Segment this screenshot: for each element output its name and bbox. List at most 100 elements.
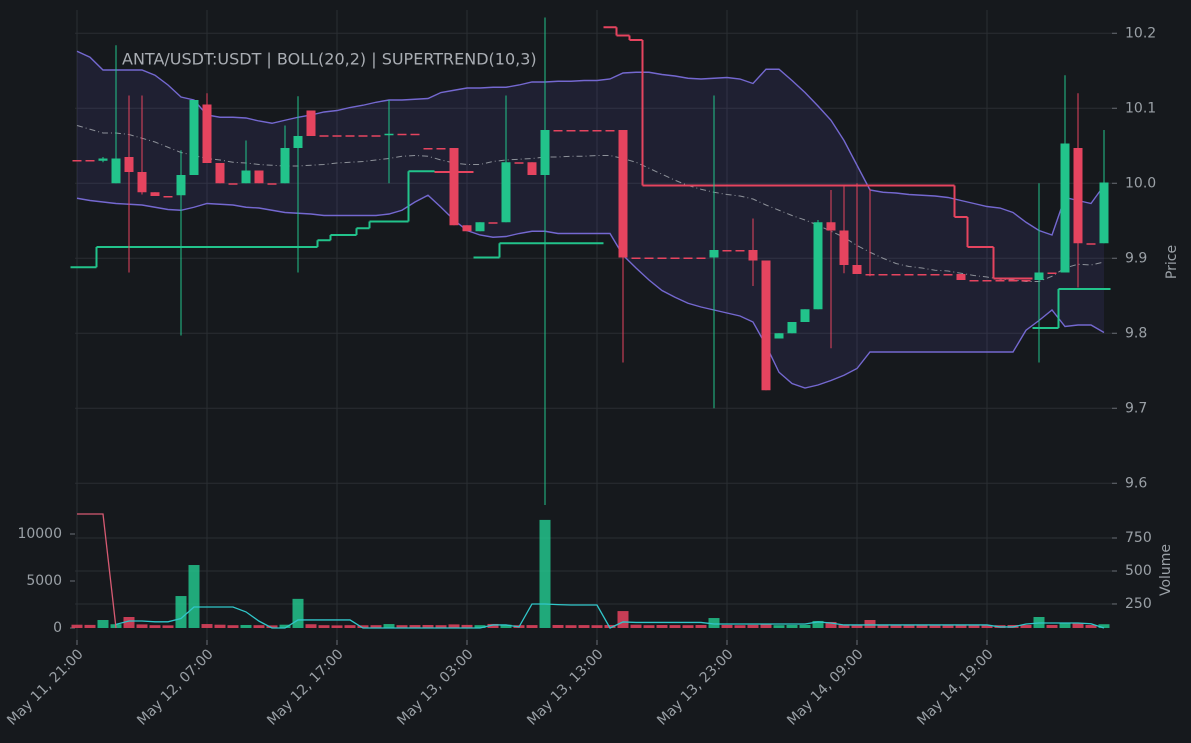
volume-bar — [929, 624, 941, 628]
volume-bar — [851, 624, 863, 628]
candle-body — [1008, 280, 1018, 282]
candle-body — [696, 257, 706, 259]
candle-body — [358, 135, 368, 137]
band-line — [76, 50, 1105, 236]
volume-bar — [968, 624, 980, 628]
chart-title: ANTA/USDT:USDT | BOLL(20,2) | SUPERTREND… — [122, 50, 537, 69]
volume-bar — [539, 519, 551, 628]
candle-body — [345, 135, 355, 137]
candle-body — [332, 135, 342, 137]
y-tick-label: 9.9 — [1125, 250, 1147, 266]
candle-body — [98, 158, 108, 161]
candle-body — [423, 148, 433, 150]
candle-body — [189, 100, 199, 175]
volume-bar — [682, 625, 694, 628]
candle-body — [254, 170, 264, 184]
candle-body — [449, 148, 459, 226]
volume-bar — [370, 625, 382, 628]
volume-bar — [838, 624, 850, 628]
candle-body — [878, 274, 888, 276]
candle-body — [982, 280, 992, 282]
volume-bar — [1085, 624, 1097, 628]
candle-body — [748, 250, 758, 261]
candle-body — [709, 250, 719, 258]
candle-body — [280, 148, 290, 184]
volume-bar — [253, 625, 265, 628]
volume-bar — [1098, 624, 1110, 628]
volume-bar — [942, 625, 954, 628]
candle-body — [462, 225, 472, 232]
volume-bar — [344, 625, 356, 628]
volume-bar — [721, 624, 733, 628]
y-tick-label: 0 — [53, 620, 62, 636]
candle-body — [514, 162, 524, 164]
volume-bar — [578, 625, 590, 628]
candle-body — [943, 274, 953, 276]
candle-body — [813, 222, 823, 310]
candle-body — [657, 257, 667, 259]
candle-body — [1073, 148, 1083, 244]
candle-body — [735, 250, 745, 252]
y-tick-label: 10.1 — [1125, 100, 1156, 116]
volume-bar — [97, 620, 109, 628]
volume-bar — [487, 623, 499, 628]
y-tick-label: 10.0 — [1125, 175, 1156, 191]
candle-body — [852, 265, 862, 274]
volume-bar — [149, 625, 161, 628]
y-tick-label: 250 — [1125, 596, 1152, 612]
candle-body — [930, 274, 940, 276]
candle-body — [501, 162, 511, 223]
candle-body — [826, 222, 836, 231]
candle-body — [839, 230, 849, 265]
volume-bar — [786, 624, 798, 628]
volume-bar — [747, 624, 759, 628]
volume-bar — [734, 625, 746, 628]
volume-bar — [279, 624, 291, 628]
candle-body — [241, 170, 251, 184]
volume-bar — [1059, 623, 1071, 628]
volume-bar — [84, 624, 96, 628]
volume-bar — [292, 598, 304, 628]
volume-bar — [136, 624, 148, 628]
volume-bar — [708, 618, 720, 628]
candle-body — [995, 280, 1005, 282]
candle-body — [215, 163, 225, 184]
y-tick-label: 9.7 — [1125, 400, 1147, 416]
volume-bar — [604, 624, 616, 628]
candle-body — [488, 222, 498, 224]
candle-body — [137, 172, 147, 193]
volume-bar — [240, 624, 252, 628]
volume-bar — [981, 625, 993, 628]
y-tick-label: 9.6 — [1125, 475, 1147, 491]
candle-body — [228, 183, 238, 185]
candle-body — [761, 260, 771, 391]
y-axis-label: Price — [1164, 245, 1180, 279]
y-tick-label: 750 — [1125, 530, 1152, 546]
volume-bar — [396, 625, 408, 628]
volume-bar — [318, 625, 330, 628]
band-line — [76, 194, 1105, 389]
candle-body — [1021, 280, 1031, 282]
volume-bar — [71, 624, 83, 628]
volume-bar — [617, 611, 629, 628]
candle-body — [787, 322, 797, 334]
candle-body — [306, 110, 316, 136]
candle-body — [176, 175, 186, 196]
volume-bar — [760, 624, 772, 628]
band-line — [76, 125, 1105, 282]
volume-bar — [656, 624, 668, 628]
y-tick-label: 500 — [1125, 563, 1152, 579]
candle-body — [371, 135, 381, 137]
candle-body — [1086, 243, 1096, 245]
candle-body — [774, 333, 784, 339]
volume-bar — [565, 625, 577, 628]
volume-bar — [409, 625, 421, 628]
candle-body — [956, 274, 966, 280]
candle-body — [397, 133, 407, 136]
candle-body — [566, 130, 576, 132]
candle-body — [553, 130, 563, 132]
candle-body — [865, 274, 875, 276]
volume-bar — [591, 625, 603, 628]
